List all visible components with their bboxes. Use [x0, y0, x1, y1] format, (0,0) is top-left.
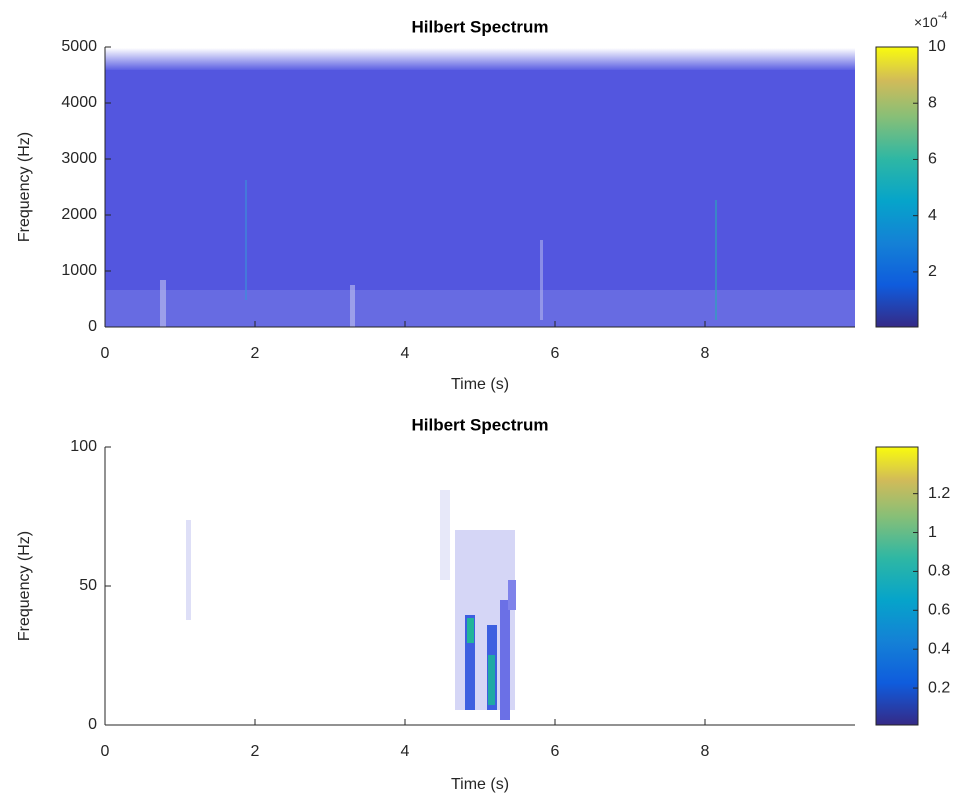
- colorbar-tick-label: 1.2: [928, 485, 950, 502]
- colorbar-tick-label: 4: [928, 207, 937, 224]
- y-tick-label: 5000: [61, 38, 97, 55]
- x-tick-label: 2: [251, 743, 260, 760]
- y-tick-label: 100: [70, 438, 97, 455]
- y-axis-label: Frequency (Hz): [16, 132, 33, 242]
- colorbar-tick-label: 2: [928, 263, 937, 280]
- x-tick-label: 4: [401, 743, 410, 760]
- y-tick-label: 1000: [61, 262, 97, 279]
- colorbar-tick-label: 10: [928, 38, 946, 55]
- y-tick-label: 0: [88, 716, 97, 733]
- x-axis-label: Time (s): [451, 776, 509, 793]
- chart-title: Hilbert Spectrum: [412, 415, 549, 434]
- colorbar: [875, 446, 919, 726]
- spectrum-texture: [105, 48, 855, 720]
- y-tick-label: 0: [88, 318, 97, 335]
- chart-title: Hilbert Spectrum: [412, 17, 549, 36]
- x-axis-label: Time (s): [451, 376, 509, 393]
- y-tick-label: 4000: [61, 94, 97, 111]
- y-tick-label: 3000: [61, 150, 97, 167]
- y-tick-label: 50: [79, 577, 97, 594]
- colorbar-tick-label: 0.6: [928, 602, 950, 619]
- multiplier-base: ×10: [914, 14, 938, 30]
- colorbar-tick-label: 0.2: [928, 679, 950, 696]
- x-tick-label: 0: [101, 743, 110, 760]
- colorbar-tick-label: 0.4: [928, 640, 950, 657]
- colorbar-multiplier: ×10-4: [914, 10, 948, 30]
- x-tick-label: 4: [401, 345, 410, 362]
- x-tick-label: 6: [551, 743, 560, 760]
- colorbar-tick-label: 6: [928, 151, 937, 168]
- x-tick-label: 8: [701, 743, 710, 760]
- x-tick-label: 6: [551, 345, 560, 362]
- y-axis-label: Frequency (Hz): [16, 531, 33, 641]
- multiplier-exponent: -4: [938, 10, 948, 22]
- colorbar-tick-label: 0.8: [928, 563, 950, 580]
- colorbar-tick-label: 8: [928, 94, 937, 111]
- colorbar: [875, 46, 919, 328]
- x-tick-label: 0: [101, 345, 110, 362]
- y-tick-label: 2000: [61, 206, 97, 223]
- x-tick-label: 2: [251, 345, 260, 362]
- x-tick-label: 8: [701, 345, 710, 362]
- colorbar-tick-label: 1: [928, 524, 937, 541]
